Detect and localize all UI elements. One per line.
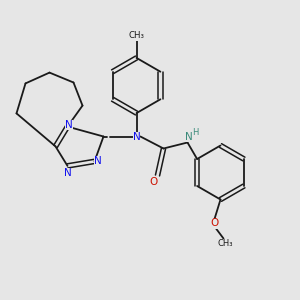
Text: N: N	[94, 156, 102, 167]
Text: CH₃: CH₃	[128, 32, 145, 40]
Text: N: N	[133, 131, 140, 142]
Text: CH₃: CH₃	[217, 239, 233, 248]
Text: N: N	[185, 132, 193, 142]
Text: N: N	[65, 120, 73, 130]
Text: O: O	[210, 218, 219, 229]
Text: H: H	[192, 128, 199, 137]
Text: N: N	[64, 167, 71, 178]
Text: O: O	[150, 177, 158, 187]
